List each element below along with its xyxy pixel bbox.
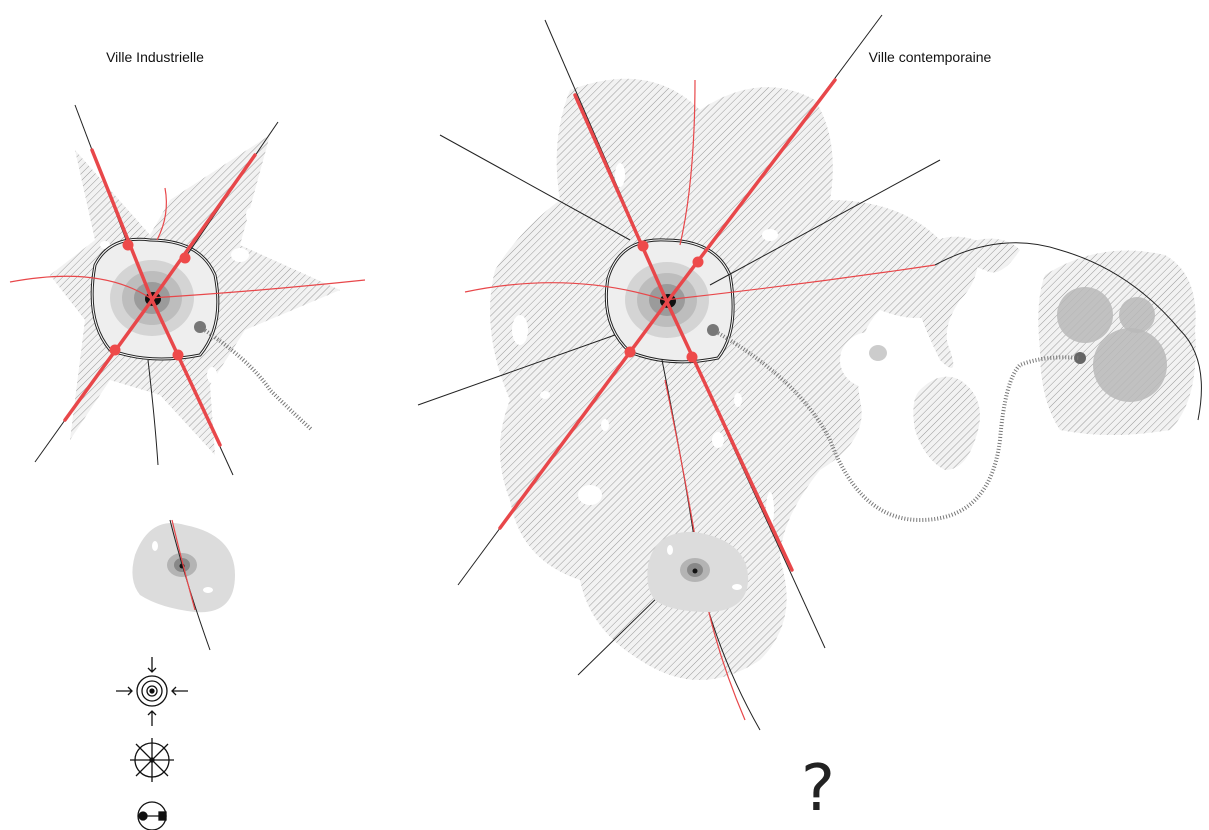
question-mark: ? — [801, 752, 835, 826]
industrial-city — [9, 104, 366, 830]
left-title: Ville Industrielle — [106, 49, 204, 65]
right-title: Ville contemporaine — [869, 49, 992, 65]
contemporary-city — [417, 14, 1202, 731]
